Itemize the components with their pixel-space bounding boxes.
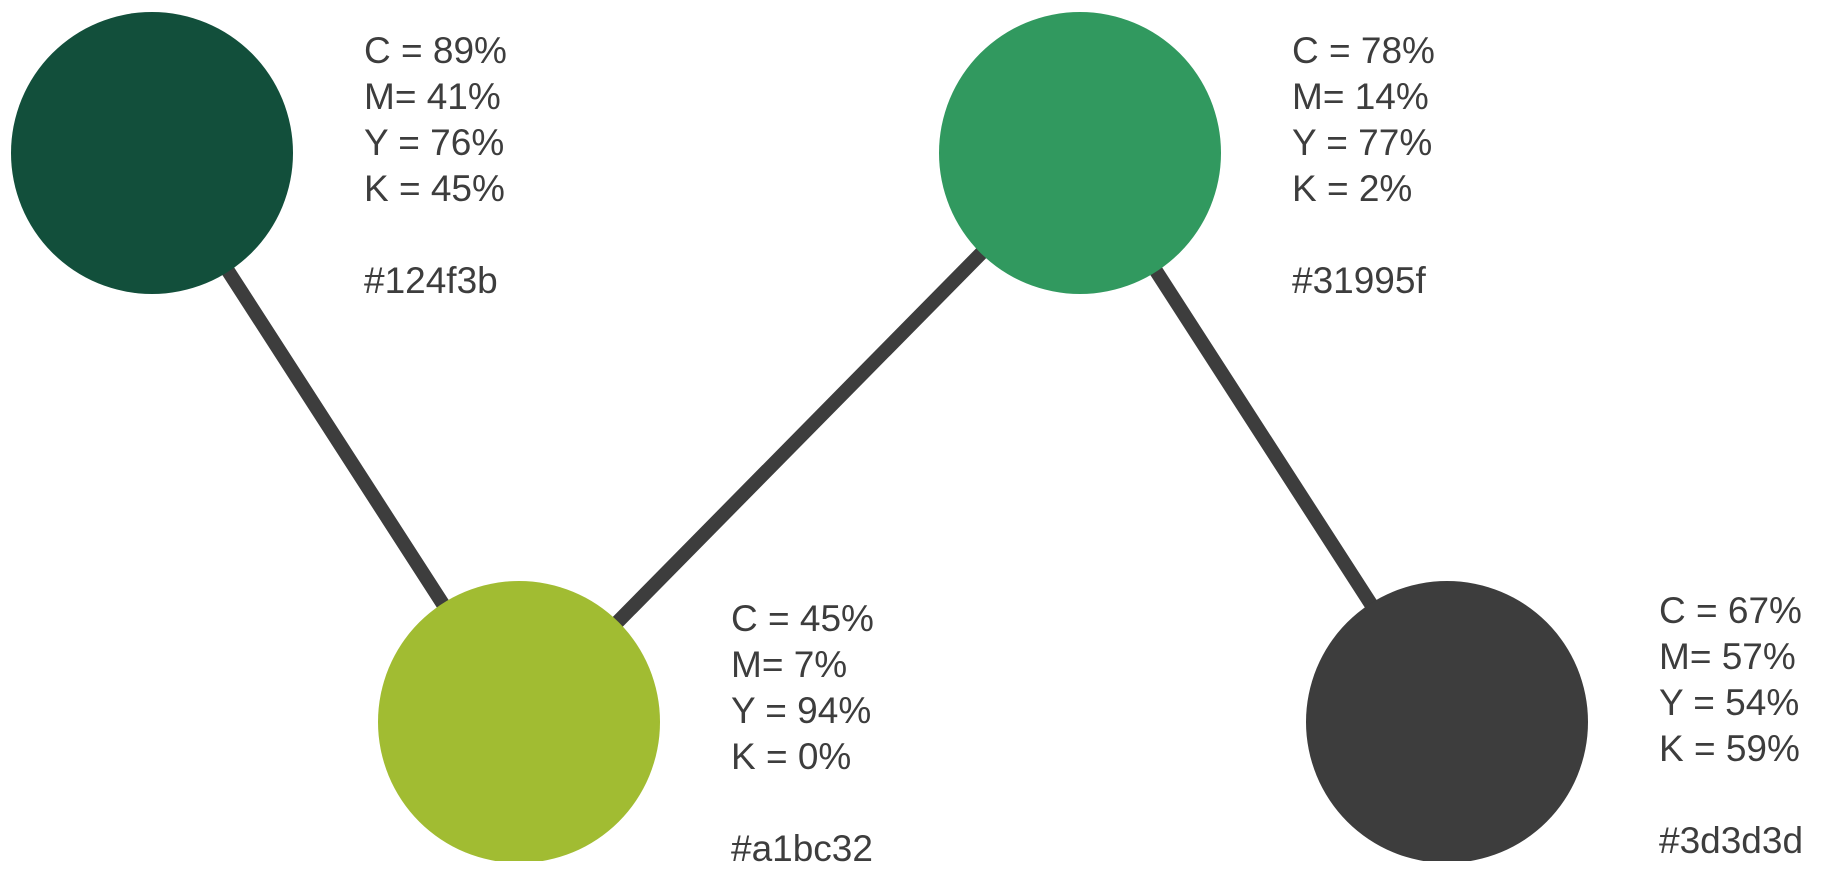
swatch-circle-green <box>939 12 1221 294</box>
hex-code: #124f3b <box>364 260 498 301</box>
key-value: K = 2% <box>1292 168 1413 209</box>
yellow-value: Y = 54% <box>1659 682 1800 723</box>
hex-code: #3d3d3d <box>1659 820 1804 861</box>
key-value: K = 59% <box>1659 728 1800 769</box>
swatch-values-dark-green: C = 89% M= 41% Y = 76% K = 45% #124f3b <box>364 28 507 304</box>
yellow-value: Y = 76% <box>364 122 505 163</box>
swatch-circle-lime <box>378 581 660 861</box>
yellow-value: Y = 94% <box>731 690 872 731</box>
cyan-value: C = 78% <box>1292 30 1435 71</box>
swatch-circles <box>11 12 1588 861</box>
swatch-values-green: C = 78% M= 14% Y = 77% K = 2% #31995f <box>1292 28 1435 304</box>
swatch-circle-dark-green <box>11 12 293 294</box>
key-value: K = 45% <box>364 168 505 209</box>
swatch-values-charcoal: C = 67% M= 57% Y = 54% K = 59% #3d3d3d <box>1659 588 1803 864</box>
hex-code: #a1bc32 <box>731 828 873 869</box>
cyan-value: C = 67% <box>1659 590 1802 631</box>
swatch-values-lime: C = 45% M= 7% Y = 94% K = 0% #a1bc32 <box>731 596 874 872</box>
magenta-value: M= 7% <box>731 644 848 685</box>
hex-code: #31995f <box>1292 260 1426 301</box>
key-value: K = 0% <box>731 736 852 777</box>
cyan-value: C = 45% <box>731 598 874 639</box>
yellow-value: Y = 77% <box>1292 122 1433 163</box>
swatch-circle-charcoal <box>1306 581 1588 861</box>
magenta-value: M= 57% <box>1659 636 1796 677</box>
magenta-value: M= 14% <box>1292 76 1429 117</box>
magenta-value: M= 41% <box>364 76 501 117</box>
cyan-value: C = 89% <box>364 30 507 71</box>
